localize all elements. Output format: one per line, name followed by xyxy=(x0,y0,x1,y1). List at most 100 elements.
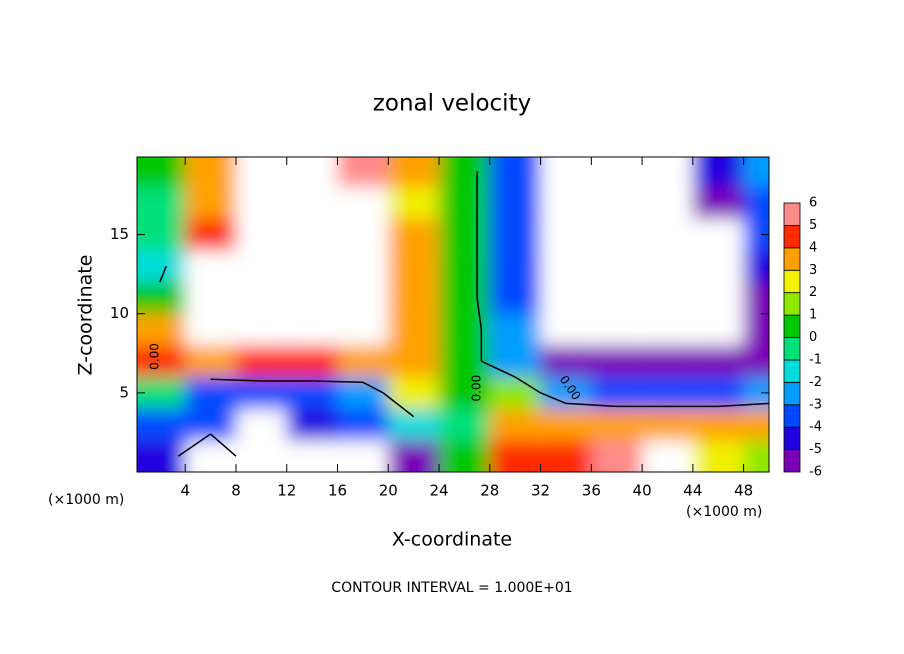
field-cell xyxy=(235,377,287,409)
colorbar-tick-label: -4 xyxy=(809,420,822,435)
field-cell xyxy=(591,377,643,409)
field-cell xyxy=(388,282,440,314)
x-tick-label: 44 xyxy=(683,482,702,500)
field-cell xyxy=(540,313,592,346)
field-cell xyxy=(137,157,186,188)
colorbar-box xyxy=(783,404,801,428)
field-cell xyxy=(137,250,186,283)
field-cell xyxy=(540,157,592,188)
field-cell xyxy=(185,157,236,188)
contour-line xyxy=(565,402,617,408)
field-cell xyxy=(743,157,769,188)
contour-line xyxy=(177,433,212,457)
field-cell xyxy=(591,345,643,378)
x-tick-label: 12 xyxy=(277,482,296,500)
colorbar-tick-label: 6 xyxy=(809,196,817,211)
field-cell xyxy=(540,282,592,314)
field-cell xyxy=(185,250,236,283)
field-cell xyxy=(137,377,186,409)
colorbar-tick-label: 0 xyxy=(809,330,817,345)
field-cell xyxy=(642,218,693,251)
field-cell xyxy=(337,157,389,188)
field-cell xyxy=(439,157,490,188)
colorbar-box xyxy=(783,449,801,473)
colorbar-tick-label: -6 xyxy=(809,465,822,480)
field-cell xyxy=(591,250,643,283)
field-cell xyxy=(286,282,338,314)
field-cell xyxy=(286,313,338,346)
field-cell xyxy=(185,218,236,251)
x-tick-label: 20 xyxy=(379,482,398,500)
field-cell xyxy=(692,313,744,346)
field-cell xyxy=(540,218,592,251)
field-cell xyxy=(137,345,186,378)
colorbar-tick-label: 3 xyxy=(809,263,817,278)
field-cell xyxy=(235,282,287,314)
field-cell xyxy=(388,187,440,219)
field-cell xyxy=(743,408,769,441)
field-cell xyxy=(439,250,490,283)
colorbar-tick-label: 2 xyxy=(809,285,817,300)
field-cell xyxy=(337,313,389,346)
field-cell xyxy=(642,408,693,441)
x-tick-label: 36 xyxy=(582,482,601,500)
field-cell xyxy=(743,440,769,472)
field-cell xyxy=(489,282,541,314)
field-cell xyxy=(489,313,541,346)
field-cell xyxy=(337,250,389,283)
field-cell xyxy=(692,187,744,219)
field-cell xyxy=(235,187,287,219)
field-cell xyxy=(692,218,744,251)
field-cell xyxy=(489,218,541,251)
field-cell xyxy=(540,250,592,283)
chart-title: zonal velocity xyxy=(373,91,531,117)
field-cell xyxy=(439,440,490,472)
field-cell xyxy=(286,157,338,188)
colorbar-box xyxy=(783,337,801,361)
field-cell xyxy=(439,377,490,409)
field-cell xyxy=(439,187,490,219)
field-cell xyxy=(185,408,236,441)
field-cell xyxy=(540,345,592,378)
field-cell xyxy=(388,157,440,188)
field-cell xyxy=(692,377,744,409)
contour-line xyxy=(210,433,237,457)
contour-line xyxy=(159,265,167,283)
contour-line xyxy=(514,376,541,394)
field-cell xyxy=(235,250,287,283)
field-cell xyxy=(388,218,440,251)
field-cell xyxy=(743,282,769,314)
x-tick-label: 4 xyxy=(180,482,190,500)
field-cell xyxy=(642,282,693,314)
field-cell xyxy=(286,345,338,378)
field-cell xyxy=(235,218,287,251)
field-cell xyxy=(540,408,592,441)
field-cell xyxy=(137,218,186,251)
field-cell xyxy=(489,440,541,472)
field-cell xyxy=(692,157,744,188)
field-cell xyxy=(388,250,440,283)
field-cell xyxy=(337,282,389,314)
field-cell xyxy=(743,313,769,346)
contour-line xyxy=(540,392,567,405)
field-cell xyxy=(591,157,643,188)
colorbar-box xyxy=(783,314,801,338)
field-cell xyxy=(489,157,541,188)
field-cell xyxy=(137,440,186,472)
x-tick-label: 8 xyxy=(231,482,241,500)
field-cell xyxy=(591,282,643,314)
field-cell xyxy=(489,408,541,441)
colorbar-box xyxy=(783,292,801,316)
field-cell xyxy=(692,345,744,378)
field-cell xyxy=(337,408,389,441)
colorbar-tick-label: -3 xyxy=(809,397,822,412)
contour-label: 0.00 xyxy=(470,375,484,402)
colorbar-box xyxy=(783,359,801,383)
field-cell xyxy=(388,345,440,378)
field-cell xyxy=(185,377,236,409)
field-cell xyxy=(692,282,744,314)
field-cell xyxy=(743,187,769,219)
colorbar-tick-label: 1 xyxy=(809,308,817,323)
field-cell xyxy=(540,187,592,219)
